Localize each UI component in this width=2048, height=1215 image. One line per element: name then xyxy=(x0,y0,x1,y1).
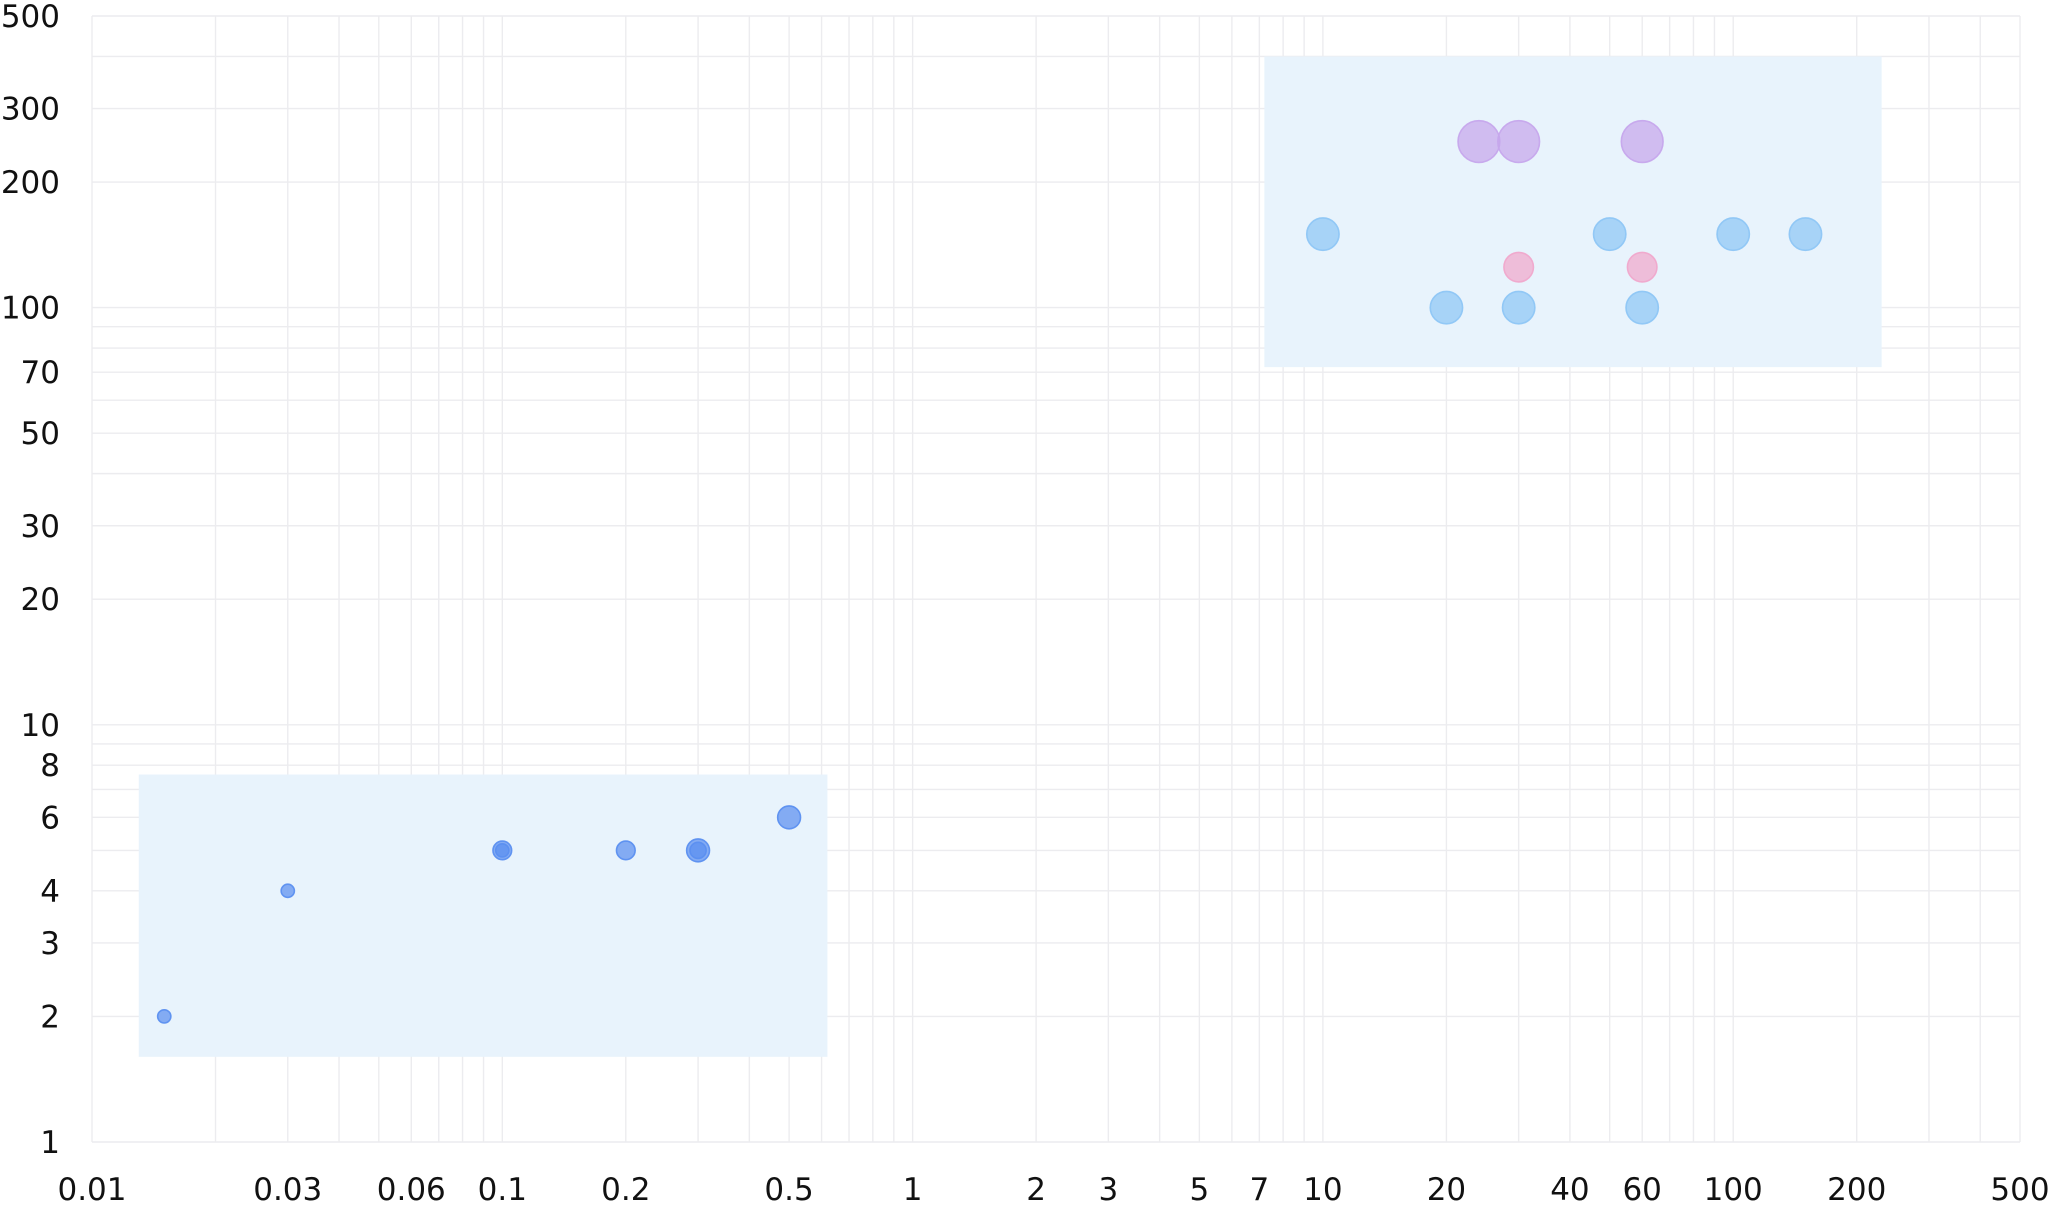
y-tick-label: 100 xyxy=(1,291,60,327)
data-point xyxy=(1625,290,1660,325)
y-tick-label: 30 xyxy=(21,509,60,545)
highlight-region xyxy=(1264,56,1882,368)
y-tick-label: 200 xyxy=(1,165,60,201)
data-point xyxy=(1503,251,1535,283)
x-tick-label: 100 xyxy=(1704,1172,1763,1208)
y-axis-ticks: 1 2 3 4 6 8 10 20 30 50 70 100 200 300 500 xyxy=(1,0,60,1161)
data-point xyxy=(1716,217,1751,252)
y-tick-label: 300 xyxy=(1,92,60,128)
data-point xyxy=(1305,217,1340,252)
data-point xyxy=(1497,119,1541,164)
x-tick-label: 0.1 xyxy=(478,1172,527,1208)
y-tick-label: 2 xyxy=(40,999,60,1035)
x-tick-label: 10 xyxy=(1303,1172,1342,1208)
y-tick-label: 10 xyxy=(21,708,60,744)
x-tick-label: 500 xyxy=(1990,1172,2048,1208)
x-tick-label: 60 xyxy=(1622,1172,1661,1208)
x-tick-label: 200 xyxy=(1827,1172,1886,1208)
y-tick-label: 500 xyxy=(1,0,60,35)
x-tick-label: 3 xyxy=(1099,1172,1119,1208)
x-tick-label: 40 xyxy=(1550,1172,1589,1208)
x-tick-label: 0.01 xyxy=(57,1172,126,1208)
y-tick-label: 8 xyxy=(40,748,60,784)
highlight-region xyxy=(138,774,828,1057)
data-point xyxy=(776,805,802,830)
data-point xyxy=(615,840,636,861)
highlight-regions xyxy=(138,56,1882,1057)
x-axis-ticks: 0.01 0.03 0.06 0.1 0.2 0.5 1 2 3 5 7 10 20 40 60 100 200… xyxy=(57,1172,2048,1208)
data-point xyxy=(1457,119,1501,164)
x-tick-label: 0.06 xyxy=(377,1172,446,1208)
y-tick-label: 6 xyxy=(40,800,60,836)
y-tick-label: 1 xyxy=(40,1125,60,1161)
data-point xyxy=(1788,217,1823,252)
x-tick-label: 0.2 xyxy=(601,1172,650,1208)
y-tick-label: 50 xyxy=(21,416,60,452)
y-tick-label: 20 xyxy=(21,582,60,618)
x-tick-label: 2 xyxy=(1026,1172,1046,1208)
y-tick-label: 70 xyxy=(21,355,60,391)
y-tick-label: 4 xyxy=(40,874,60,910)
data-points xyxy=(156,119,1823,1024)
data-point xyxy=(280,883,296,899)
data-point xyxy=(156,1009,172,1024)
x-tick-label: 5 xyxy=(1190,1172,1210,1208)
data-point xyxy=(1626,251,1658,283)
grid xyxy=(91,15,2021,1143)
data-point xyxy=(1592,217,1627,252)
y-tick-label: 3 xyxy=(40,926,60,962)
x-tick-label: 0.5 xyxy=(764,1172,813,1208)
data-point xyxy=(494,842,510,858)
data-point xyxy=(689,841,707,860)
x-tick-label: 0.03 xyxy=(253,1172,322,1208)
data-point xyxy=(1501,290,1536,325)
data-point xyxy=(1429,290,1464,325)
data-point xyxy=(1620,119,1664,164)
x-tick-label: 7 xyxy=(1249,1172,1269,1208)
x-tick-label: 20 xyxy=(1427,1172,1466,1208)
x-tick-label: 1 xyxy=(903,1172,923,1208)
